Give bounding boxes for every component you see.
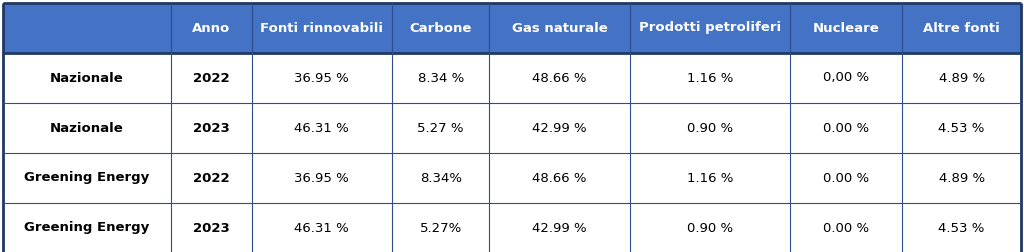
Bar — [3, 153, 1021, 203]
Bar — [3, 203, 1021, 252]
Bar — [790, 3, 902, 53]
Text: 2022: 2022 — [193, 172, 229, 184]
Text: 0.00 %: 0.00 % — [823, 172, 869, 184]
Text: 36.95 %: 36.95 % — [295, 172, 349, 184]
Text: Carbone: Carbone — [410, 21, 472, 35]
Text: 42.99 %: 42.99 % — [532, 121, 587, 135]
Text: Anno: Anno — [191, 21, 230, 35]
Text: 1.16 %: 1.16 % — [686, 172, 733, 184]
Text: 48.66 %: 48.66 % — [532, 172, 587, 184]
Text: 0,00 %: 0,00 % — [823, 72, 869, 84]
Text: 4.89 %: 4.89 % — [939, 72, 985, 84]
Text: 2023: 2023 — [193, 121, 229, 135]
Bar — [902, 3, 1021, 53]
Text: 0.00 %: 0.00 % — [823, 222, 869, 235]
Text: 0.90 %: 0.90 % — [687, 121, 733, 135]
Text: 2023: 2023 — [193, 222, 229, 235]
Bar — [3, 53, 1021, 103]
Text: 46.31 %: 46.31 % — [295, 121, 349, 135]
Text: Altre fonti: Altre fonti — [924, 21, 1000, 35]
Text: Fonti rinnovabili: Fonti rinnovabili — [260, 21, 383, 35]
Text: 1.16 %: 1.16 % — [686, 72, 733, 84]
Text: Prodotti petroliferi: Prodotti petroliferi — [639, 21, 781, 35]
Text: 42.99 %: 42.99 % — [532, 222, 587, 235]
Text: 8.34%: 8.34% — [420, 172, 462, 184]
Text: Greening Energy: Greening Energy — [25, 172, 150, 184]
Bar — [630, 3, 790, 53]
Text: 0.90 %: 0.90 % — [687, 222, 733, 235]
Text: 2022: 2022 — [193, 72, 229, 84]
Text: 5.27 %: 5.27 % — [418, 121, 464, 135]
Text: Nucleare: Nucleare — [813, 21, 880, 35]
Text: 5.27%: 5.27% — [420, 222, 462, 235]
Text: Gas naturale: Gas naturale — [512, 21, 607, 35]
Text: Nazionale: Nazionale — [50, 72, 124, 84]
Bar — [3, 103, 1021, 153]
Text: 4.53 %: 4.53 % — [938, 121, 985, 135]
Bar — [252, 3, 392, 53]
Bar — [3, 3, 171, 53]
Text: 4.53 %: 4.53 % — [938, 222, 985, 235]
Text: Greening Energy: Greening Energy — [25, 222, 150, 235]
Text: 4.89 %: 4.89 % — [939, 172, 985, 184]
Text: 48.66 %: 48.66 % — [532, 72, 587, 84]
Bar — [171, 3, 252, 53]
Bar — [489, 3, 630, 53]
Text: 8.34 %: 8.34 % — [418, 72, 464, 84]
Text: 0.00 %: 0.00 % — [823, 121, 869, 135]
Text: 46.31 %: 46.31 % — [295, 222, 349, 235]
Bar — [392, 3, 489, 53]
Text: 36.95 %: 36.95 % — [295, 72, 349, 84]
Text: Nazionale: Nazionale — [50, 121, 124, 135]
